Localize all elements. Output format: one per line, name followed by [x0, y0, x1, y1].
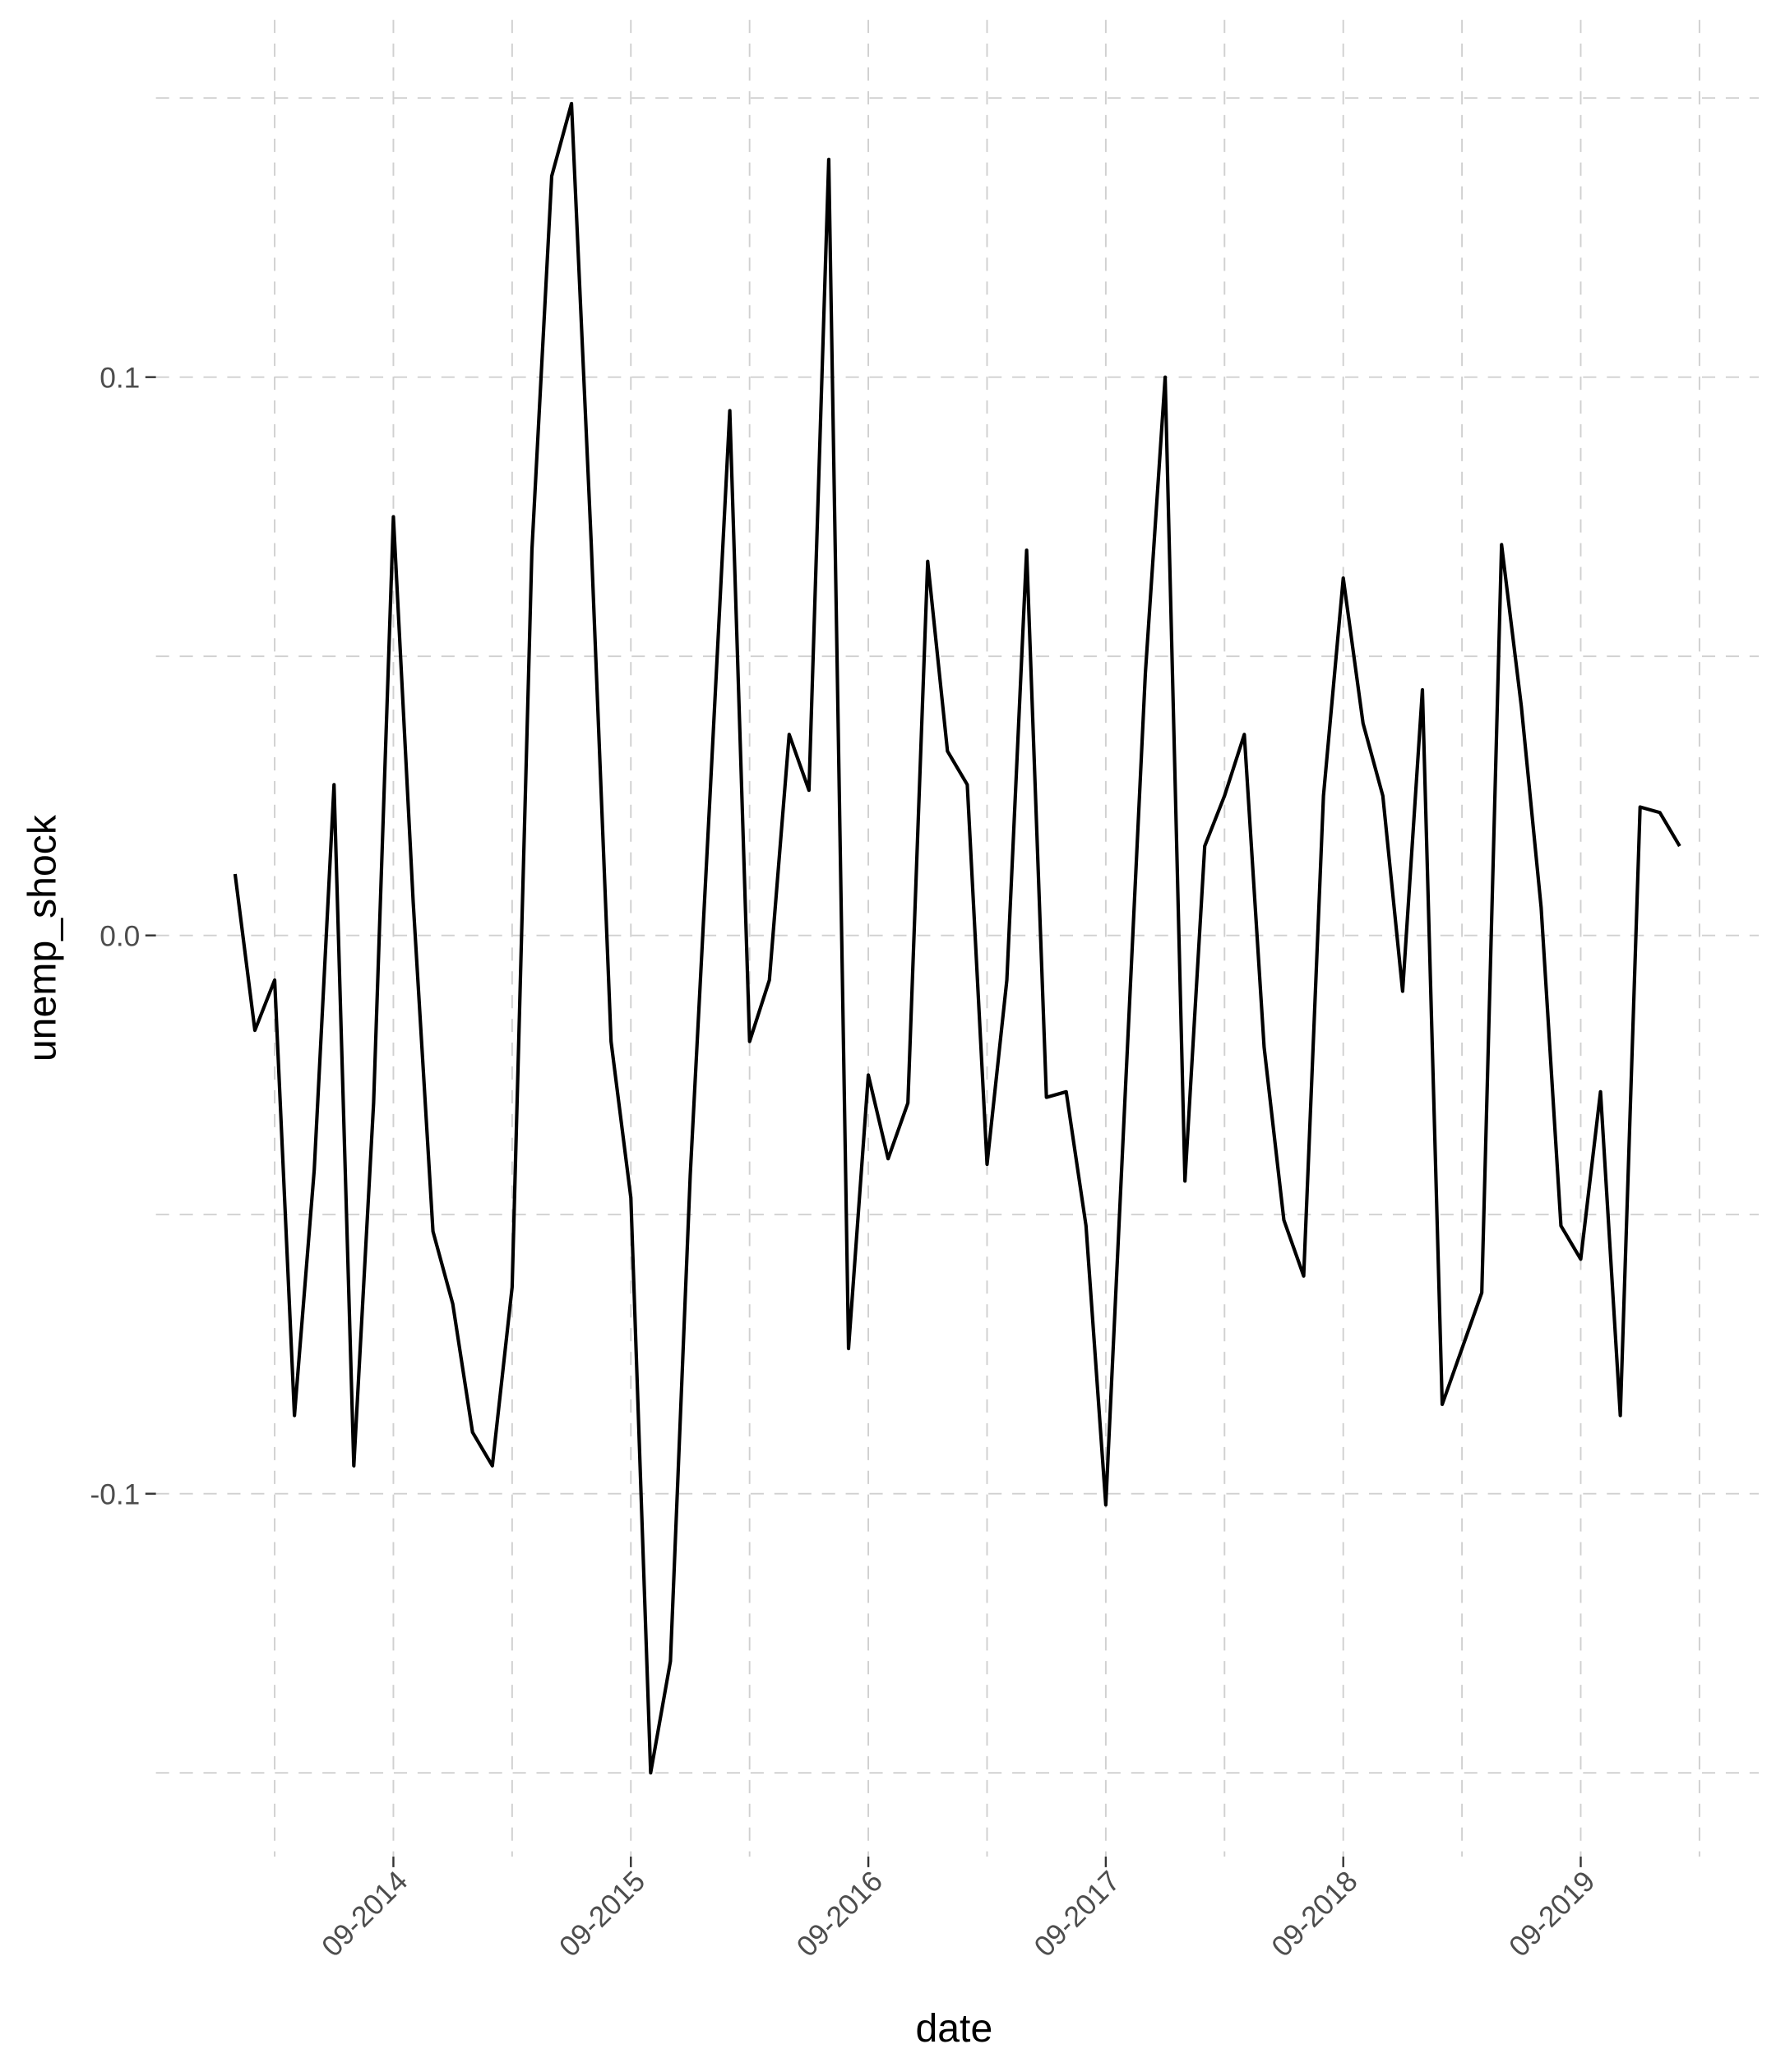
y-axis-title: unemp_shock [21, 814, 65, 1061]
x-tick-label: 09-2019 [1503, 1865, 1601, 1963]
x-tick-label: 09-2014 [316, 1865, 414, 1963]
x-tick-label: 09-2016 [791, 1865, 889, 1963]
x-tick-label: 09-2015 [553, 1865, 651, 1963]
y-tick-label: 0.0 [99, 921, 140, 953]
line [233, 101, 1681, 1775]
x-tick-label: 09-2018 [1265, 1865, 1363, 1963]
x-tick-label: 09-2017 [1029, 1865, 1126, 1963]
y-tick-label: 0.1 [99, 363, 140, 395]
x-axis-title: date [915, 2006, 992, 2051]
y-tick-label: -0.1 [90, 1479, 140, 1511]
